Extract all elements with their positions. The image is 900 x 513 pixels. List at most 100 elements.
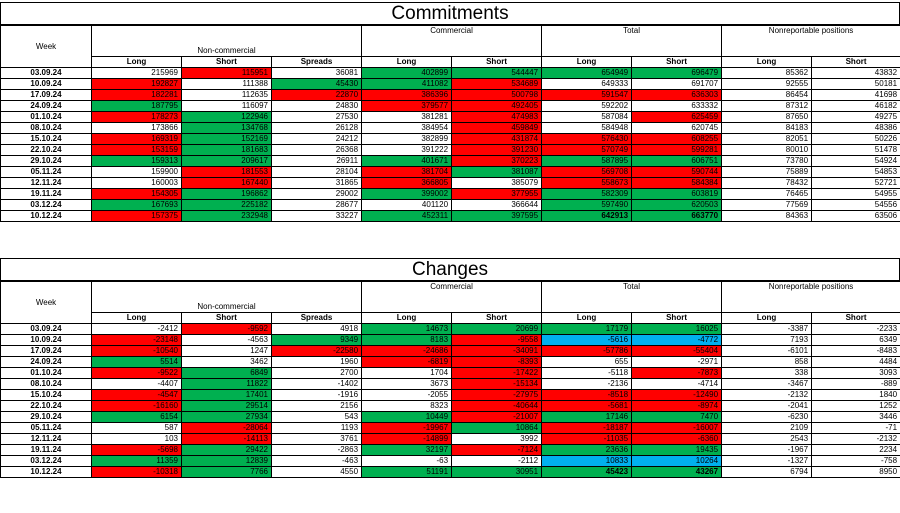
value-cell: -24686 <box>361 345 453 357</box>
value-cell: 48386 <box>811 122 900 134</box>
value-cell: 2543 <box>721 433 813 445</box>
value-cell: -6819 <box>361 356 453 368</box>
table-row: 15.10.24 -4547 17401 -1916 -2055 -27975 -8518-… <box>0 389 900 401</box>
value-cell: -63 <box>361 455 453 467</box>
week-header: Week <box>0 281 92 324</box>
value-cell: 160003 <box>91 177 182 189</box>
value-cell: 43832 <box>811 67 900 79</box>
value-cell: 49275 <box>811 111 900 123</box>
table-row: 29.10.24 159313 209617 26911 401671 370223 587… <box>0 155 900 167</box>
value-cell: -2233 <box>811 323 900 335</box>
week-cell: 22.10.24 <box>0 144 92 156</box>
value-cell: 182281 <box>91 89 182 101</box>
week-cell: 22.10.24 <box>0 400 92 412</box>
value-cell: 2156 <box>270 400 363 412</box>
value-cell: -55404 <box>631 345 723 357</box>
value-cell: -19967 <box>361 422 453 434</box>
value-cell: 587 <box>91 422 182 434</box>
week-cell: 15.10.24 <box>0 133 92 145</box>
table-row: 10.12.24 -10318 7766 4550 51191 30951 45423 432… <box>0 466 900 478</box>
value-cell: 603819 <box>631 188 723 200</box>
week-header: Week <box>0 25 92 68</box>
week-cell: 10.12.24 <box>0 210 92 222</box>
value-cell: -2971 <box>631 356 723 368</box>
table-row: 12.11.24 160003 167440 31865 366805 385079 558… <box>0 177 900 189</box>
value-cell: 111388 <box>181 78 272 90</box>
value-cell: 386396 <box>361 89 453 101</box>
value-cell: 543 <box>270 411 363 423</box>
value-cell: -5681 <box>541 400 633 412</box>
value-cell: 401120 <box>361 199 453 211</box>
value-cell: 570749 <box>541 144 633 156</box>
value-cell: 20699 <box>451 323 543 335</box>
value-cell: 642913 <box>541 210 633 222</box>
value-cell: 87312 <box>721 100 813 112</box>
value-cell: 75889 <box>721 166 813 178</box>
value-cell: 31865 <box>270 177 363 189</box>
value-cell: -8483 <box>811 345 900 357</box>
value-cell: 30951 <box>451 466 543 478</box>
value-cell: 636303 <box>631 89 723 101</box>
value-cell: 22870 <box>270 89 363 101</box>
value-cell: 381087 <box>451 166 543 178</box>
value-cell: 19435 <box>631 444 723 456</box>
noncommercial-header: Non-commercial <box>90 281 363 313</box>
table-row: 10.12.24 157375 232948 33227 452311 397595 642… <box>0 210 900 222</box>
value-cell: 85362 <box>721 67 813 79</box>
value-cell: 474983 <box>451 111 543 123</box>
value-cell: 10449 <box>361 411 453 423</box>
value-cell: 620503 <box>631 199 723 211</box>
value-cell: 591547 <box>541 89 633 101</box>
total-header: Total <box>541 281 723 313</box>
column-subheader: Short <box>631 56 723 68</box>
value-cell: -2055 <box>361 389 453 401</box>
value-cell: 92555 <box>721 78 813 90</box>
column-subheader: Long <box>361 312 453 324</box>
value-cell: 26911 <box>270 155 363 167</box>
week-cell: 01.10.24 <box>0 367 92 379</box>
value-cell: -5118 <box>541 367 633 379</box>
value-cell: 46182 <box>811 100 900 112</box>
value-cell: -2041 <box>721 400 813 412</box>
value-cell: 134768 <box>181 122 272 134</box>
value-cell: 173866 <box>91 122 182 134</box>
value-cell: 181683 <box>181 144 272 156</box>
value-cell: 54853 <box>811 166 900 178</box>
nonreportable-header: Nonreportable positions <box>721 25 900 57</box>
value-cell: -6230 <box>721 411 813 423</box>
table-row: 29.10.24 6154 27934 543 10449 -21007 17146 7470… <box>0 411 900 423</box>
value-cell: 3093 <box>811 367 900 379</box>
week-cell: 29.10.24 <box>0 411 92 423</box>
column-subheader: Short <box>451 312 543 324</box>
column-subheader: Short <box>181 312 272 324</box>
value-cell: 10864 <box>451 422 543 434</box>
week-cell: 03.12.24 <box>0 455 92 467</box>
value-cell: 10264 <box>631 455 723 467</box>
value-cell: 167440 <box>181 177 272 189</box>
value-cell: 77569 <box>721 199 813 211</box>
value-cell: -2412 <box>91 323 182 335</box>
column-subheader: Spreads <box>270 56 363 68</box>
value-cell: -27975 <box>451 389 543 401</box>
value-cell: 16025 <box>631 323 723 335</box>
value-cell: 153159 <box>91 144 182 156</box>
value-cell: -14113 <box>181 433 272 445</box>
value-cell: 11359 <box>91 455 182 467</box>
value-cell: 78432 <box>721 177 813 189</box>
value-cell: 187795 <box>91 100 182 112</box>
value-cell: -14899 <box>361 433 453 445</box>
column-subheader: Long <box>361 56 453 68</box>
value-cell: 1704 <box>361 367 453 379</box>
value-cell: 11822 <box>181 378 272 390</box>
value-cell: 27530 <box>270 111 363 123</box>
value-cell: -4547 <box>91 389 182 401</box>
value-cell: 649333 <box>541 78 633 90</box>
table-row: 05.11.24 159900 181553 28104 381704 381087 569… <box>0 166 900 178</box>
value-cell: 459849 <box>451 122 543 134</box>
value-cell: -12490 <box>631 389 723 401</box>
week-cell: 12.11.24 <box>0 177 92 189</box>
value-cell: 620745 <box>631 122 723 134</box>
value-cell: 399002 <box>361 188 453 200</box>
changes-title: Changes <box>0 258 900 281</box>
value-cell: 385079 <box>451 177 543 189</box>
